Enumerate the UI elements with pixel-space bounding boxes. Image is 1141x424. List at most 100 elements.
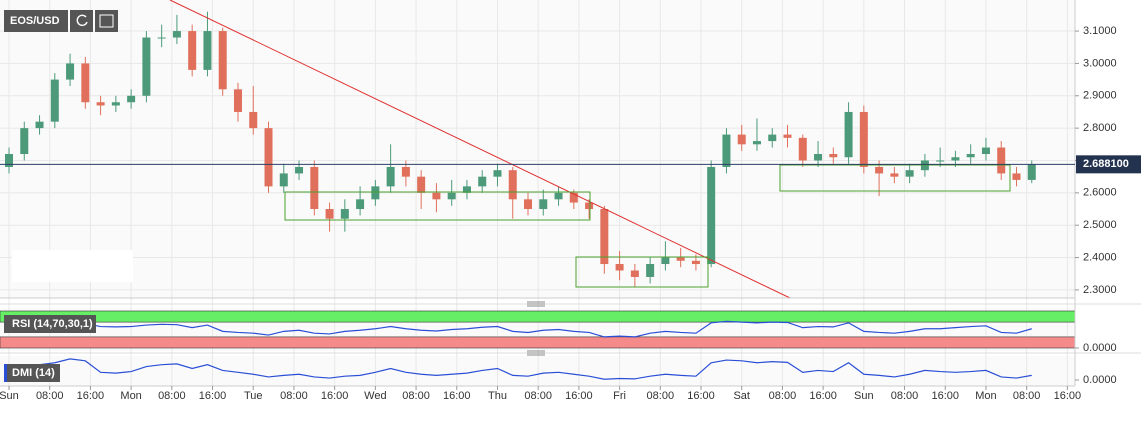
x-tick-label: Fri: [613, 390, 626, 402]
candle-body: [462, 186, 471, 193]
candle-body: [661, 257, 670, 265]
candle-body: [386, 166, 395, 187]
indicator-line: [8, 358, 1032, 380]
range-box: [284, 191, 591, 221]
candle-body: [875, 166, 884, 174]
candle-body: [966, 154, 975, 158]
candle-body: [722, 134, 731, 167]
candle-body: [432, 192, 441, 200]
refresh-icon: [76, 14, 88, 27]
candle-body: [1027, 164, 1036, 180]
candle-body: [417, 176, 426, 193]
x-tick-label: 16:00: [443, 390, 471, 402]
candle-body: [295, 166, 304, 174]
indicator-line: [8, 320, 1032, 338]
x-tick-label: 08:00: [769, 390, 797, 402]
candle-body: [96, 102, 105, 106]
x-tick-label: Sun: [0, 390, 19, 402]
candle-body: [997, 147, 1006, 174]
candle-body: [218, 31, 227, 90]
candle-body: [798, 137, 807, 161]
refresh-button[interactable]: [70, 10, 93, 32]
candle-body: [615, 264, 624, 271]
y-tick-label: 3.1000: [1083, 25, 1117, 37]
candle-body: [371, 186, 380, 200]
candle-body: [539, 199, 548, 210]
x-tick-label: 16:00: [565, 390, 593, 402]
candle-body: [585, 202, 594, 210]
candle-body: [829, 154, 838, 158]
candle-body: [905, 170, 914, 177]
x-tick-label: 08:00: [36, 390, 64, 402]
candle-body: [264, 128, 273, 187]
candle-body: [35, 121, 44, 129]
resize-handle[interactable]: [527, 301, 545, 307]
x-tick-label: 16:00: [199, 390, 227, 402]
indicator-marker: [4, 364, 7, 382]
candle-body: [279, 173, 288, 187]
indicator-label: RSI (14,70,30,1): [12, 318, 93, 330]
dmi-panel: [0, 356, 1075, 386]
candle-body: [981, 147, 990, 155]
x-tick-label: 16:00: [321, 390, 349, 402]
candle-body: [340, 209, 349, 219]
symbol-box[interactable]: [4, 10, 68, 32]
candle-body: [844, 111, 853, 158]
y-tick-label: 3.0000: [1083, 57, 1117, 69]
trend-line: [169, 0, 791, 298]
x-tick-label: 08:00: [1013, 390, 1041, 402]
candle-body: [569, 192, 578, 203]
x-tick-label: Thu: [488, 390, 507, 402]
candle-body: [814, 154, 823, 161]
candle-body: [401, 166, 410, 177]
candle-body: [5, 154, 14, 167]
candle-body: [325, 209, 334, 219]
indicator-box[interactable]: [4, 364, 60, 382]
band: [0, 336, 1076, 349]
x-tick-label: 08:00: [158, 390, 186, 402]
candle-body: [752, 141, 761, 145]
blank-panel: [12, 250, 133, 282]
candle-body: [203, 31, 212, 70]
x-tick-label: 16:00: [809, 390, 837, 402]
price-panel: [0, 0, 1075, 298]
candle-body: [493, 170, 502, 177]
candle-body: [111, 102, 120, 106]
candle-body: [951, 157, 960, 161]
x-tick-label: Sat: [733, 390, 750, 402]
candle-body: [478, 176, 487, 187]
y-tick-label: 2.4000: [1083, 251, 1117, 263]
candle-body: [172, 31, 181, 38]
x-tick-label: 16:00: [77, 390, 105, 402]
candle-body: [676, 257, 685, 261]
candle-body: [310, 166, 319, 210]
candle-body: [81, 63, 90, 103]
candle-body: [356, 199, 365, 210]
candle-body: [20, 128, 29, 155]
last-price-label: 2.688100: [1083, 158, 1129, 170]
x-tick-label: 08:00: [891, 390, 919, 402]
candle-body: [50, 79, 59, 122]
candle-body: [66, 63, 75, 80]
x-tick-label: 08:00: [647, 390, 675, 402]
candle-body: [859, 111, 868, 167]
y-tick-label: 0.0000: [1083, 342, 1117, 354]
y-tick-label: 2.6000: [1083, 187, 1117, 199]
candle-body: [233, 89, 242, 112]
candle-body: [524, 199, 533, 210]
calendar-button[interactable]: [95, 10, 118, 32]
y-tick-label: 2.5000: [1083, 219, 1117, 231]
indicator-box[interactable]: [4, 315, 96, 333]
candle-body: [783, 134, 792, 138]
last-price-box: [1076, 155, 1141, 174]
candle-body: [188, 31, 197, 70]
band: [0, 310, 1076, 323]
candle-body: [768, 134, 777, 142]
range-box: [779, 164, 1011, 192]
candle-body: [707, 166, 716, 265]
candle-body: [447, 192, 456, 200]
candle-body: [142, 37, 151, 96]
resize-handle[interactable]: [527, 350, 545, 356]
candle-body: [600, 209, 609, 265]
